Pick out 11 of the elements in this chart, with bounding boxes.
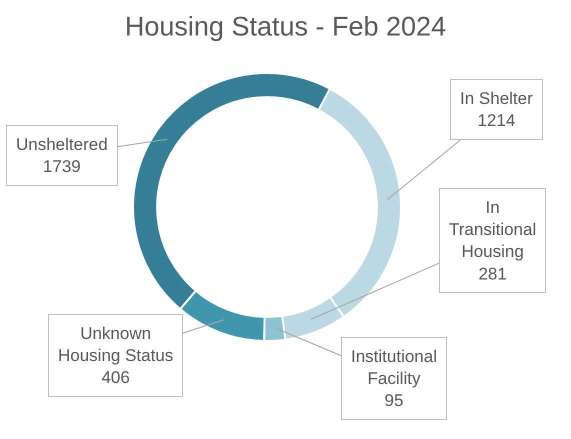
slice-label: Unsheltered (16, 135, 108, 154)
slice-label: Institutional Facility (351, 347, 437, 388)
data-label: 1739 (42, 157, 81, 176)
data-label: 281 (478, 264, 507, 284)
data-label: 1214 (477, 111, 516, 130)
data-label: 406 (101, 368, 130, 388)
chart-title: Housing Status - Feb 2024 (124, 11, 446, 42)
data-label: 95 (384, 391, 404, 410)
slice-label: Unknown Housing Status (58, 324, 174, 366)
slice-label: In Transitional Housing (449, 198, 536, 262)
slice-label: In Shelter (460, 89, 534, 108)
